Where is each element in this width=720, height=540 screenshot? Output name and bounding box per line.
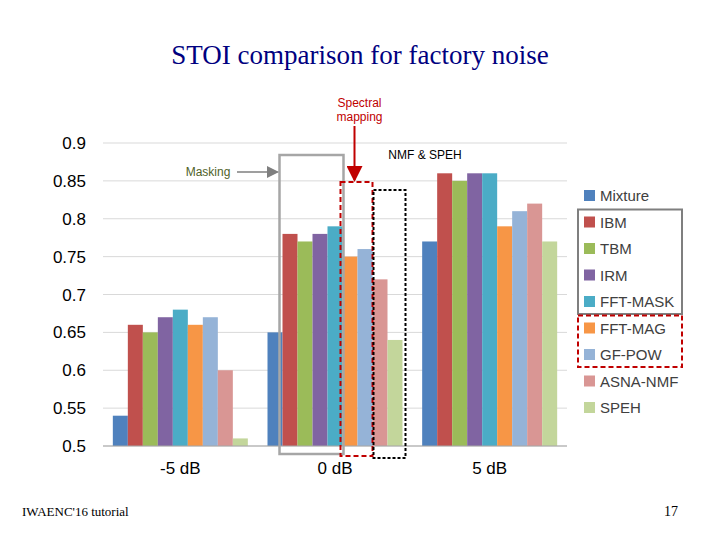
annotation: mapping [336, 110, 382, 124]
bar [173, 310, 188, 446]
y-tick-label: 0.6 [62, 361, 86, 380]
grid-line [103, 143, 567, 144]
legend-label: FFT-MASK [600, 293, 674, 310]
legend-swatch [584, 349, 595, 360]
y-tick-label: 0.85 [53, 172, 86, 191]
x-tick-label: 0 dB [318, 459, 353, 478]
legend-group-box [578, 210, 682, 315]
bar [437, 173, 452, 446]
grid-line [103, 446, 567, 447]
bar [113, 416, 128, 446]
grid-line [103, 180, 567, 181]
bar [203, 317, 218, 446]
bar [373, 279, 388, 446]
y-tick-label: 0.9 [62, 134, 86, 153]
y-tick-label: 0.5 [62, 437, 86, 456]
bar [388, 340, 403, 446]
y-tick-label: 0.8 [62, 210, 86, 229]
bar [283, 234, 298, 446]
legend-label: FFT-MAG [600, 320, 666, 337]
title: STOI comparison for factory noise [171, 40, 548, 70]
bar [188, 325, 203, 446]
x-axis [103, 446, 567, 447]
legend-label: IBM [600, 214, 627, 231]
legend-swatch [584, 270, 595, 281]
y-tick-label: 0.75 [53, 248, 86, 267]
legend-label: ASNA-NMF [600, 373, 678, 390]
annotation: Spectral [337, 96, 381, 110]
bar [158, 317, 173, 446]
page-number: 17 [664, 504, 678, 519]
nmf-box [374, 190, 406, 458]
legend-label: GF-POW [600, 346, 662, 363]
x-tick-label: -5 dB [160, 459, 201, 478]
bar [512, 211, 527, 446]
legend-swatch [584, 296, 595, 307]
bar [452, 181, 467, 446]
legend-label: SPEH [600, 399, 641, 416]
bar [143, 332, 158, 446]
legend-swatch [584, 243, 595, 254]
bar [358, 249, 373, 446]
grid-line [103, 218, 567, 219]
masking-box [280, 155, 344, 454]
legend-label: Mixture [600, 187, 649, 204]
legend-swatch [584, 190, 595, 201]
annotation: Masking [186, 165, 231, 179]
bar [128, 325, 143, 446]
y-tick-label: 0.7 [62, 286, 86, 305]
annotation-arrow [354, 126, 356, 180]
y-tick-label: 0.65 [53, 323, 86, 342]
legend-label: IRM [600, 267, 628, 284]
bar [467, 173, 482, 446]
bar [233, 438, 248, 446]
legend-swatch [584, 323, 595, 334]
bar [422, 241, 437, 446]
legend-swatch [584, 376, 595, 387]
legend-group-box [578, 316, 682, 368]
bar [527, 204, 542, 446]
bar [542, 241, 557, 446]
annotation: NMF & SPEH [388, 148, 461, 162]
y-tick-label: 0.55 [53, 399, 86, 418]
legend-swatch [584, 402, 595, 413]
bar [482, 173, 497, 446]
bar [313, 234, 328, 446]
annotation-arrow [237, 171, 278, 173]
legend-swatch [584, 217, 595, 228]
bar [298, 241, 313, 446]
bar [497, 226, 512, 446]
footer: IWAENC'16 tutorial [22, 504, 129, 519]
spectral-box [341, 182, 373, 456]
legend-label: TBM [600, 240, 632, 257]
bars [113, 173, 557, 446]
x-tick-label: 5 dB [472, 459, 507, 478]
bar [218, 370, 233, 446]
